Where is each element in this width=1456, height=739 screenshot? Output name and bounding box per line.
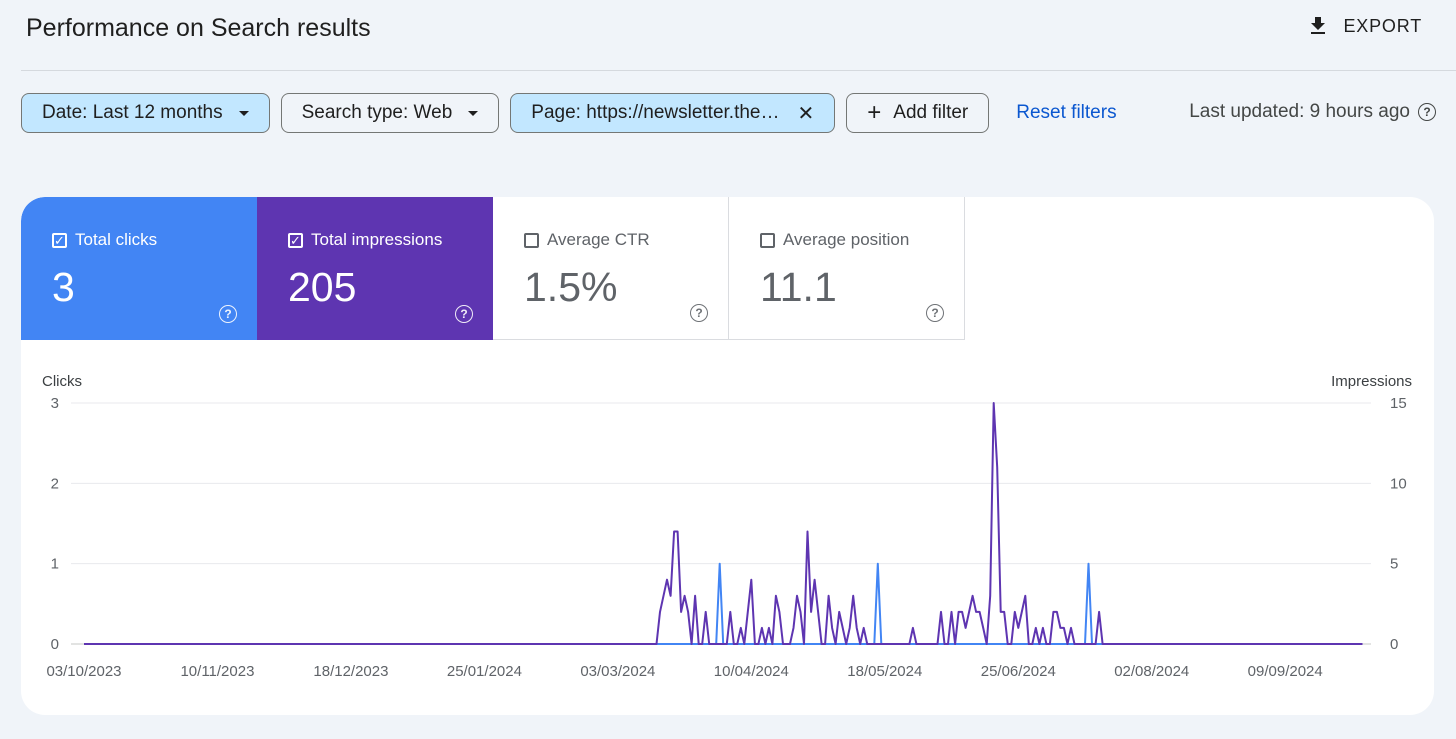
x-tick-label: 09/09/2024 (1248, 663, 1323, 680)
left-tick-label: 1 (51, 556, 59, 573)
metric-value: 205 (288, 264, 357, 310)
header-divider (21, 70, 1456, 71)
checkbox-empty-icon[interactable] (760, 232, 775, 248)
add-filter-button[interactable]: + Add filter (846, 93, 990, 133)
download-icon (1310, 17, 1325, 34)
x-tick-label: 03/03/2024 (580, 663, 655, 680)
x-tick-label: 03/10/2023 (46, 663, 121, 680)
left-tick-label: 2 (51, 475, 59, 492)
clicks-series-line (84, 562, 1363, 645)
date-filter-chip[interactable]: Date: Last 12 months (21, 93, 270, 133)
reset-filters-link[interactable]: Reset filters (1016, 102, 1117, 123)
metric-label: Total clicks (75, 230, 158, 249)
right-tick-label: 5 (1390, 556, 1398, 573)
right-tick-label: 0 (1390, 636, 1398, 653)
export-button[interactable]: EXPORT (1306, 14, 1423, 38)
checkbox-checked-icon[interactable]: ✓ (52, 232, 67, 248)
checkbox-checked-icon[interactable]: ✓ (288, 232, 303, 248)
help-icon[interactable]: ? (1418, 103, 1436, 121)
x-tick-label: 25/06/2024 (981, 663, 1056, 680)
x-tick-label: 10/11/2023 (180, 663, 254, 680)
last-updated-text: Last updated: 9 hours ago (1189, 101, 1410, 122)
metric-value: 11.1 (760, 264, 837, 310)
x-tick-label: 10/04/2024 (714, 663, 789, 680)
dropdown-caret-icon (468, 110, 479, 116)
metric-value: 1.5% (524, 264, 618, 310)
page-filter-chip[interactable]: Page: https://newsletter.the… ✕ (510, 93, 836, 133)
help-icon[interactable]: ? (690, 304, 708, 322)
export-label: EXPORT (1343, 15, 1422, 36)
date-filter-label: Date: Last 12 months (42, 102, 223, 123)
performance-card: 3 15 2 10 1 5 0 0 Clicks Impressions 03/10/2023 10/… (21, 197, 1434, 715)
left-tick-label: 3 (51, 395, 59, 412)
dropdown-caret-icon (238, 110, 249, 116)
metric-label: Average position (783, 230, 910, 249)
filter-bar: Date: Last 12 months Search type: Web Pa… (21, 92, 1117, 134)
last-updated: Last updated: 9 hours ago ? (1189, 101, 1436, 123)
close-icon[interactable]: ✕ (797, 102, 815, 125)
checkbox-empty-icon[interactable] (524, 232, 539, 248)
x-tick-label: 25/01/2024 (447, 663, 522, 680)
metric-label: Average CTR (547, 230, 650, 249)
add-filter-label: Add filter (893, 102, 969, 123)
help-icon[interactable]: ? (455, 305, 473, 323)
right-tick-label: 10 (1390, 475, 1407, 492)
search-type-filter-label: Search type: Web (301, 102, 453, 123)
right-tick-label: 15 (1390, 395, 1407, 412)
search-type-filter-chip[interactable]: Search type: Web (280, 93, 500, 133)
metric-value: 3 (52, 264, 75, 310)
left-tick-label: 0 (51, 636, 59, 653)
x-tick-label: 18/05/2024 (847, 663, 922, 680)
page-filter-label: Page: https://newsletter.the… (531, 102, 780, 123)
left-axis-title: Clicks (42, 373, 82, 390)
x-tick-label: 18/12/2023 (313, 663, 388, 680)
metric-average-ctr[interactable]: Average CTR 1.5% ? (493, 197, 729, 340)
plus-icon: + (867, 99, 882, 126)
help-icon[interactable]: ? (926, 304, 944, 322)
metric-total-impressions[interactable]: ✓ Total impressions 205 ? (257, 197, 493, 340)
help-icon[interactable]: ? (219, 305, 237, 323)
right-axis-title: Impressions (1331, 373, 1412, 390)
impressions-series-line (84, 402, 1363, 645)
metric-tabs: ✓ Total clicks 3 ? ✓ Total impressions 205… (21, 197, 965, 340)
metric-label: Total impressions (311, 230, 443, 249)
page-title: Performance on Search results (26, 14, 371, 42)
metric-total-clicks[interactable]: ✓ Total clicks 3 ? (21, 197, 257, 340)
metric-average-position[interactable]: Average position 11.1 ? (729, 197, 965, 340)
x-tick-label: 02/08/2024 (1114, 663, 1189, 680)
